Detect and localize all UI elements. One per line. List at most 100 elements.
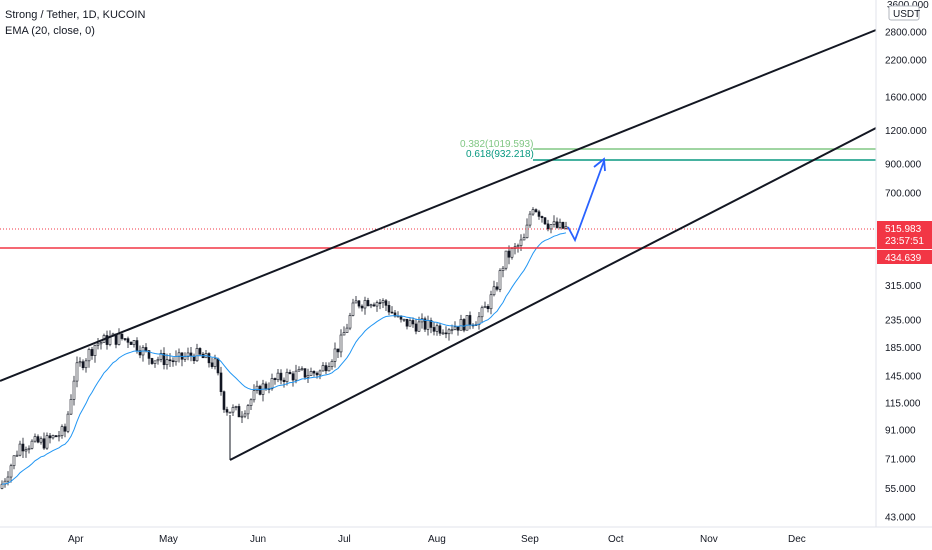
price-tick-label: 2800.000: [885, 28, 927, 39]
candle-body: [198, 348, 202, 355]
projection-arrowhead: [593, 157, 606, 172]
candle-body: [42, 438, 46, 449]
candle-body: [339, 334, 343, 353]
candle-body: [369, 304, 373, 307]
candle-body: [468, 315, 472, 326]
currency-box[interactable]: [888, 5, 920, 21]
candle-body: [138, 350, 142, 356]
candle-body: [276, 372, 280, 381]
candle-body: [525, 224, 529, 239]
candle-body: [33, 436, 37, 442]
chart-pane[interactable]: [0, 0, 876, 527]
candle-body: [183, 356, 187, 360]
price-tick-label: 1600.000: [885, 92, 927, 103]
candle-body: [117, 333, 121, 345]
symbol-title[interactable]: Strong / Tether, 1D, KUCOIN: [5, 9, 146, 21]
price-tick-label: 71.000: [885, 454, 916, 465]
candle-body: [165, 359, 169, 366]
candle-body: [279, 372, 283, 381]
candle-body: [210, 362, 214, 367]
candle-body: [105, 335, 109, 345]
time-tick-label: Jul: [338, 534, 351, 545]
candle-body: [315, 372, 319, 376]
candle-body: [0, 483, 4, 489]
price-tick-label: 145.000: [885, 371, 922, 382]
candle-body: [387, 305, 391, 313]
candle-body: [501, 267, 505, 271]
candle-body: [333, 348, 337, 362]
candle-body: [558, 221, 562, 228]
last-price-tag: [877, 221, 932, 249]
ema-indicator-label[interactable]: EMA (20, close, 0): [5, 25, 95, 37]
price-axis[interactable]: 2800.000 2200.000 1600.000 1200.000 900.000 7…: [885, 28, 927, 524]
candle-body: [126, 338, 130, 343]
candle-body: [129, 342, 133, 345]
projection-arrow[interactable]: [567, 160, 605, 243]
candle-body: [465, 315, 469, 331]
candle-body: [240, 415, 244, 418]
candle-body: [90, 349, 94, 356]
candle-body: [216, 358, 220, 374]
candle-body: [78, 361, 82, 364]
candle-body: [375, 302, 379, 307]
candle-body: [327, 366, 331, 372]
fib-0618-label: 0.618(932.218): [466, 149, 534, 160]
candle-body: [357, 300, 361, 307]
candle-body: [270, 378, 274, 390]
candle-body: [423, 318, 427, 330]
candle-body: [402, 318, 406, 321]
time-tick-label: Jun: [250, 534, 266, 545]
candle-body: [84, 360, 88, 369]
candle-body: [171, 360, 175, 363]
candle-body: [66, 413, 70, 432]
candle-body: [87, 349, 91, 362]
candle-body: [456, 326, 460, 331]
candle-body: [390, 311, 394, 314]
candle-body: [288, 371, 292, 375]
candle-body: [63, 426, 67, 432]
candle-body: [459, 319, 463, 331]
candle-body: [72, 380, 76, 400]
time-tick-label: Aug: [428, 534, 446, 545]
candle-body: [411, 320, 415, 325]
candle-body: [462, 319, 466, 331]
candle-body: [213, 358, 217, 367]
candle-body: [75, 362, 79, 382]
candle-body: [150, 358, 154, 364]
price-tick-label: 900.000: [885, 159, 922, 170]
candle-body: [453, 326, 457, 330]
candle-body: [186, 352, 190, 357]
chart-legend: Strong / Tether, 1D, KUCOIN EMA (20, clo…: [5, 7, 145, 39]
countdown-value: 23:57:51: [885, 236, 924, 247]
candle-body: [156, 359, 160, 362]
candle-body: [531, 209, 535, 215]
candle-body: [351, 302, 355, 316]
candle-body: [426, 320, 430, 330]
candle-body: [168, 359, 172, 362]
price-tick-label: 91.000: [885, 425, 916, 436]
candle-body: [6, 476, 10, 482]
candle-body: [489, 294, 493, 310]
candle-body: [303, 368, 307, 378]
lower-trendline[interactable]: [229, 127, 877, 461]
candle-body: [438, 325, 442, 334]
candle-body: [435, 325, 439, 332]
candle-body: [12, 455, 16, 467]
candle-body: [516, 245, 520, 248]
candle-body: [231, 407, 235, 413]
price-tick-label: 185.000: [885, 343, 922, 354]
price-tick-label: 1200.000: [885, 126, 927, 137]
price-tick-label: 2200.000: [885, 56, 927, 67]
upper-trendline[interactable]: [0, 29, 877, 382]
candle-body: [234, 406, 238, 408]
candle-body: [555, 221, 559, 228]
candle-body: [519, 239, 523, 246]
support-price-value: 434.639: [885, 253, 922, 264]
candle-body: [45, 435, 49, 449]
candle-body: [225, 409, 229, 413]
time-tick-label: Dec: [788, 534, 806, 545]
candle-body: [243, 413, 247, 417]
time-axis[interactable]: Apr May Jun Jul Aug Sep Oct Nov Dec: [68, 534, 806, 545]
candle-body: [543, 217, 547, 225]
